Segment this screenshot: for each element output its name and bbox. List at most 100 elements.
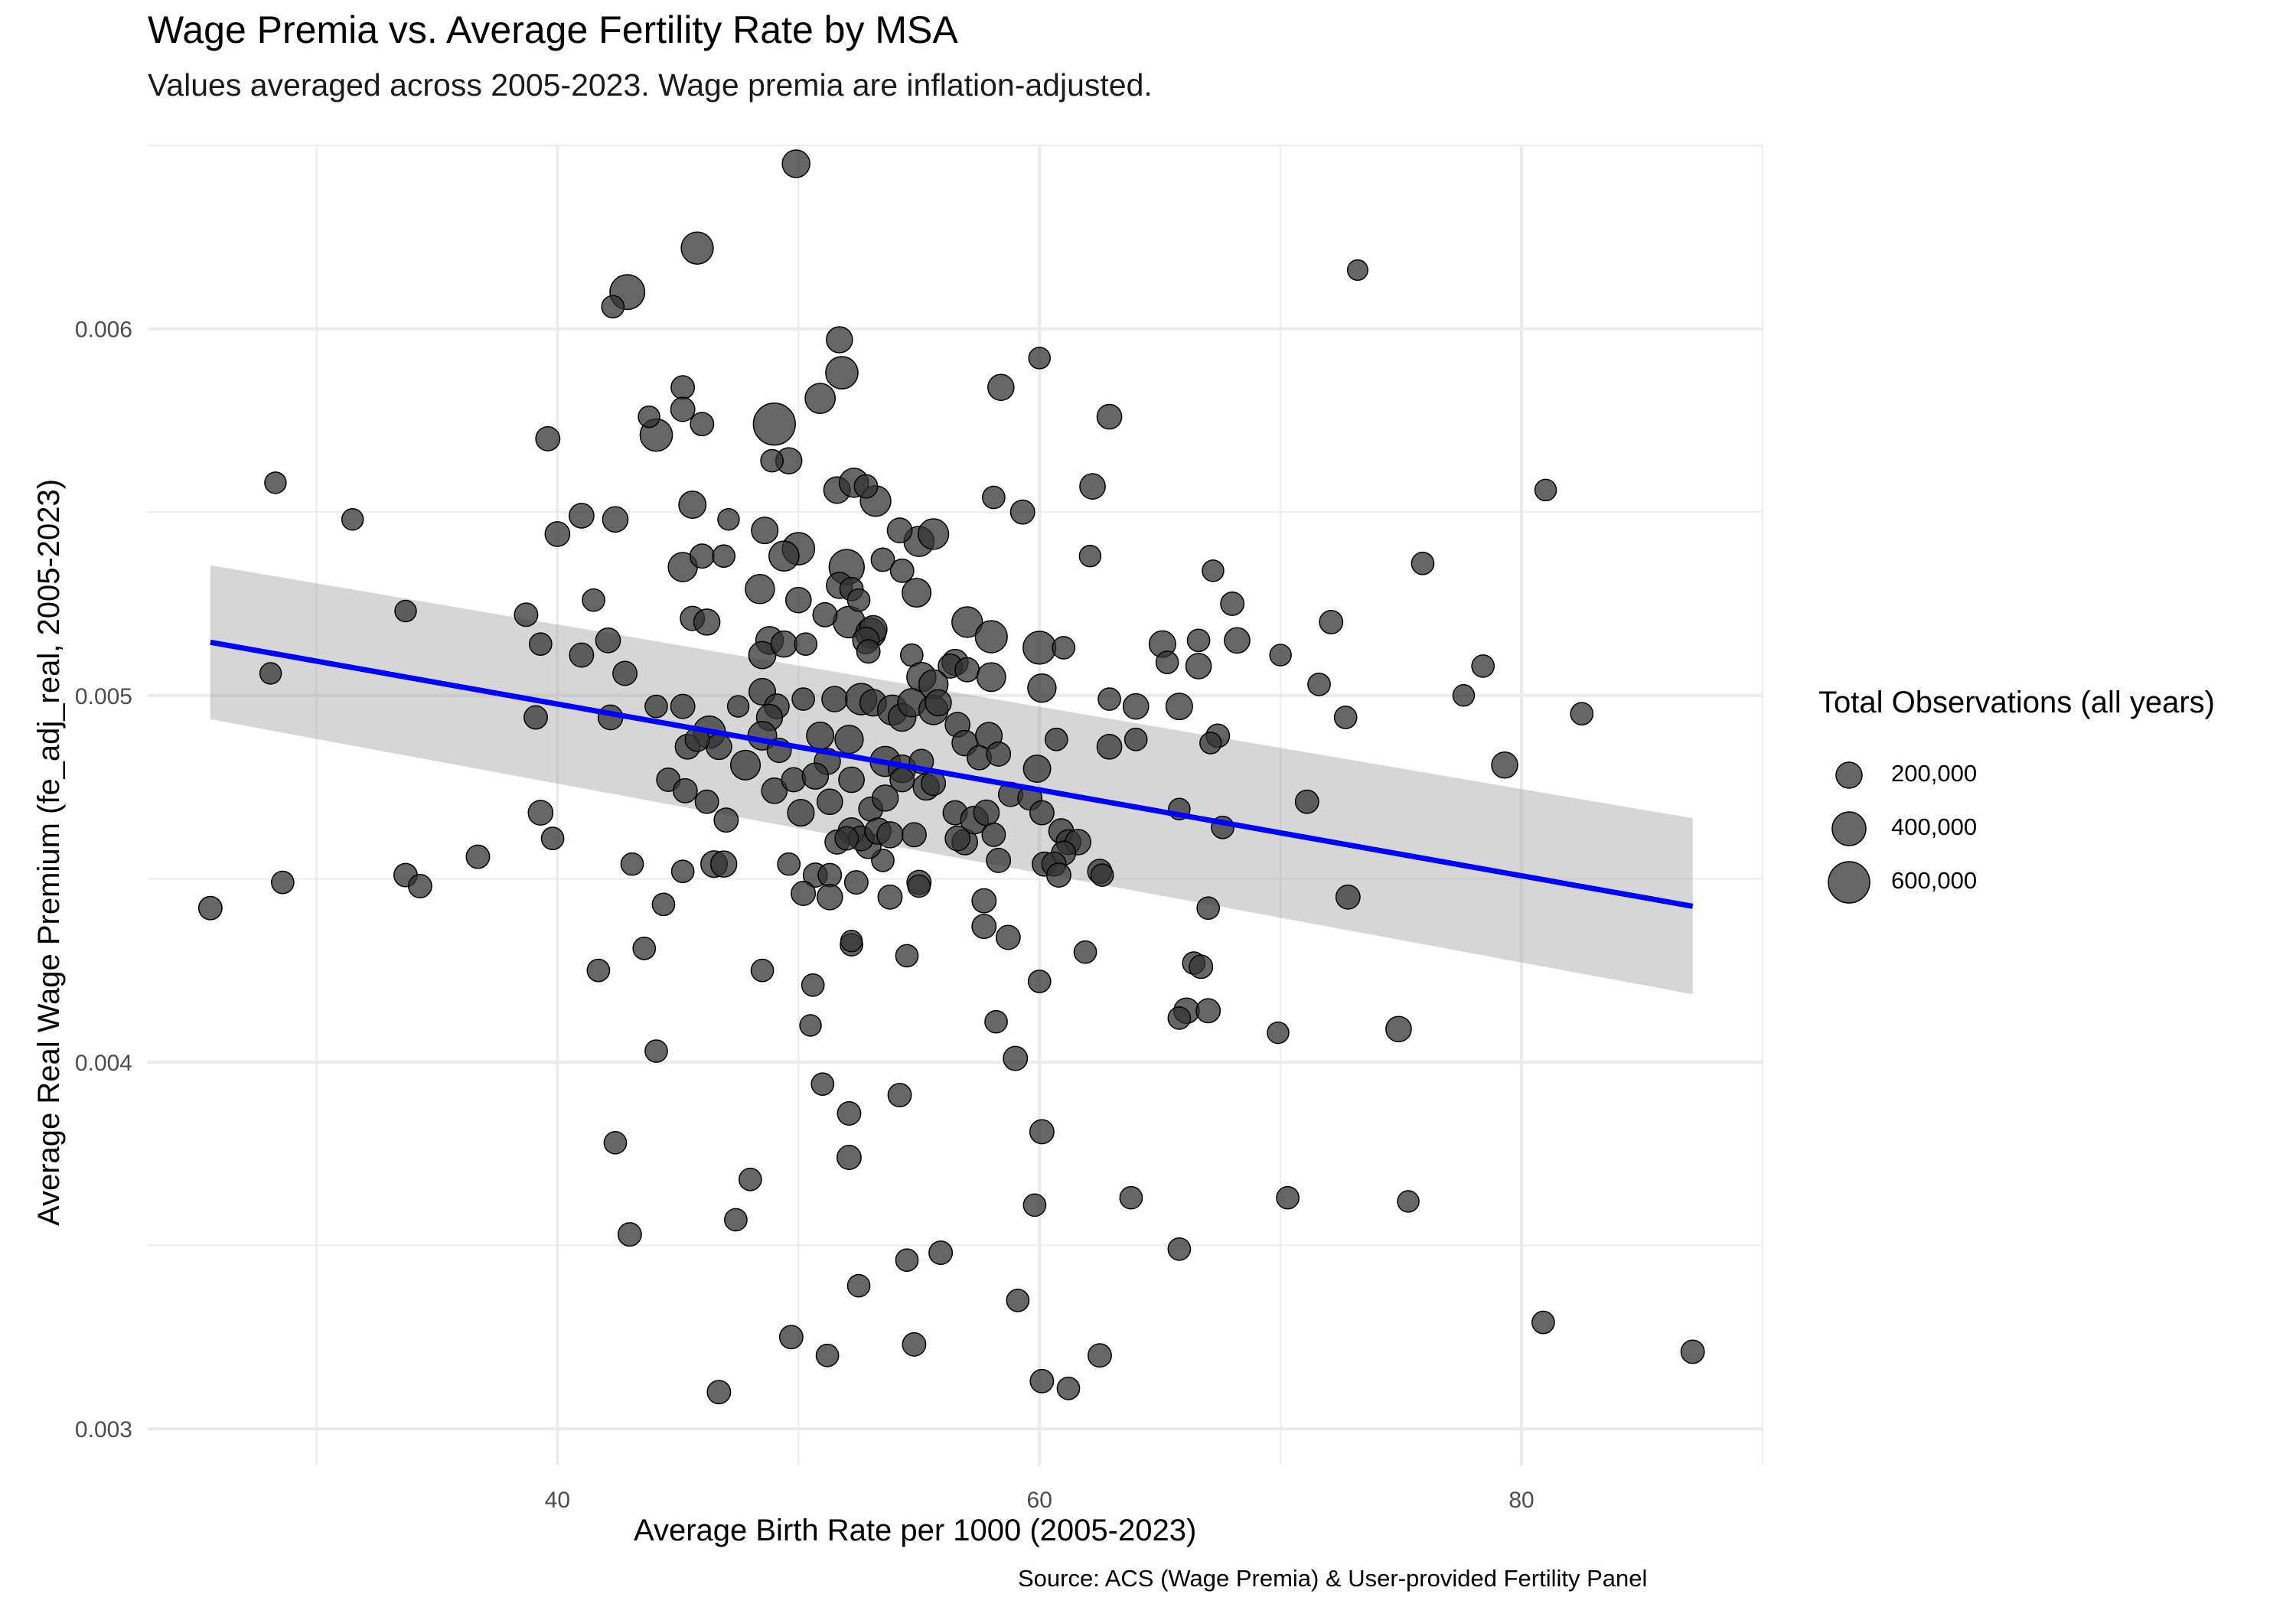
data-point: [729, 749, 762, 781]
trend-line-layer: [210, 639, 1694, 909]
data-point: [1307, 673, 1331, 696]
data-point: [689, 543, 715, 569]
y-tick-labels: 0.003 0.004 0.005 0.006: [75, 318, 132, 1443]
data-point: [1267, 1021, 1290, 1045]
x-tick-label: 40: [545, 1488, 570, 1513]
data-point: [1224, 627, 1251, 654]
chart-title: Wage Premia vs. Average Fertility Rate b…: [148, 8, 958, 51]
data-point: [1073, 940, 1097, 964]
data-point: [612, 660, 638, 686]
data-point: [745, 574, 775, 605]
data-point: [902, 578, 932, 608]
legend-key-circle: [1831, 811, 1867, 846]
legend-item: 600,000: [1818, 856, 2296, 909]
legend-item-label: 400,000: [1891, 813, 1978, 840]
legend-key: [1831, 811, 1867, 846]
data-point: [197, 895, 223, 921]
x-axis-label: Average Birth Rate per 1000 (2005-2023): [634, 1514, 1197, 1547]
data-point: [778, 1325, 804, 1350]
data-point: [726, 695, 750, 718]
data-point: [1029, 1119, 1055, 1145]
data-point: [259, 662, 282, 685]
data-point: [724, 1208, 748, 1232]
data-point: [889, 558, 915, 583]
data-point: [1056, 1377, 1081, 1400]
data-point: [1044, 727, 1068, 751]
legend-title: Total Observations (all years): [1818, 686, 2215, 719]
data-point: [791, 687, 815, 711]
data-point: [1022, 631, 1057, 665]
data-point: [918, 518, 950, 550]
data-point: [1534, 478, 1557, 502]
data-point: [1027, 970, 1052, 993]
data-point: [895, 1248, 919, 1273]
legend-key-circle: [1835, 761, 1863, 789]
data-point: [806, 722, 835, 750]
data-point: [527, 800, 554, 826]
data-point: [794, 632, 818, 657]
data-point: [752, 403, 796, 446]
data-point: [1185, 653, 1212, 680]
data-point: [540, 826, 565, 850]
data-point: [341, 508, 364, 531]
data-point: [1385, 1015, 1412, 1043]
data-point: [1186, 628, 1211, 653]
legend-item: 200,000: [1818, 748, 2296, 802]
data-point: [816, 883, 843, 911]
data-point: [1022, 755, 1052, 784]
data-point: [690, 412, 715, 437]
data-point: [751, 517, 779, 545]
data-point: [1088, 1343, 1112, 1368]
data-point: [595, 627, 621, 654]
data-point: [1027, 673, 1057, 703]
data-point: [843, 870, 869, 895]
data-point: [982, 485, 1006, 510]
data-point: [678, 491, 707, 520]
data-point: [840, 930, 863, 953]
x-tick-labels: 40 60 80: [545, 1488, 1534, 1513]
data-point: [644, 694, 668, 719]
data-point: [271, 870, 295, 895]
data-point: [1335, 884, 1361, 910]
data-point: [1045, 862, 1071, 888]
data-point: [974, 620, 1008, 654]
data-point: [586, 958, 611, 983]
data-point: [264, 471, 287, 494]
data-point: [836, 1145, 862, 1170]
data-point: [535, 425, 561, 451]
legend-item: 400,000: [1818, 802, 2296, 856]
y-tick-label: 0.006: [75, 318, 132, 343]
data-point: [895, 944, 919, 968]
data-point: [738, 1167, 762, 1191]
data-point: [760, 448, 784, 473]
data-point: [1122, 693, 1150, 720]
data-point: [784, 586, 812, 614]
data-point: [1411, 551, 1435, 575]
data-point: [1346, 259, 1368, 281]
data-point: [1096, 733, 1123, 760]
y-tick-label: 0.003: [75, 1417, 132, 1442]
data-point: [834, 826, 859, 851]
data-point: [871, 784, 899, 812]
data-point: [709, 850, 738, 878]
data-point: [569, 503, 595, 529]
data-point: [846, 588, 871, 612]
x-tick-label: 80: [1508, 1488, 1534, 1513]
data-point: [815, 1343, 840, 1367]
data-point: [986, 741, 1012, 767]
data-point: [907, 874, 931, 898]
data-point: [712, 544, 736, 569]
y-tick-label: 0.005: [75, 684, 132, 709]
data-point: [781, 767, 807, 793]
data-point: [1196, 896, 1221, 921]
data-point: [1029, 1368, 1055, 1393]
data-point: [801, 973, 825, 997]
data-point: [644, 1039, 668, 1063]
data-point: [791, 881, 817, 906]
data-point: [856, 639, 881, 664]
data-point: [1319, 609, 1344, 634]
data-point: [812, 601, 838, 627]
data-point: [1078, 544, 1102, 568]
data-point: [713, 807, 739, 833]
data-point: [1220, 592, 1245, 616]
